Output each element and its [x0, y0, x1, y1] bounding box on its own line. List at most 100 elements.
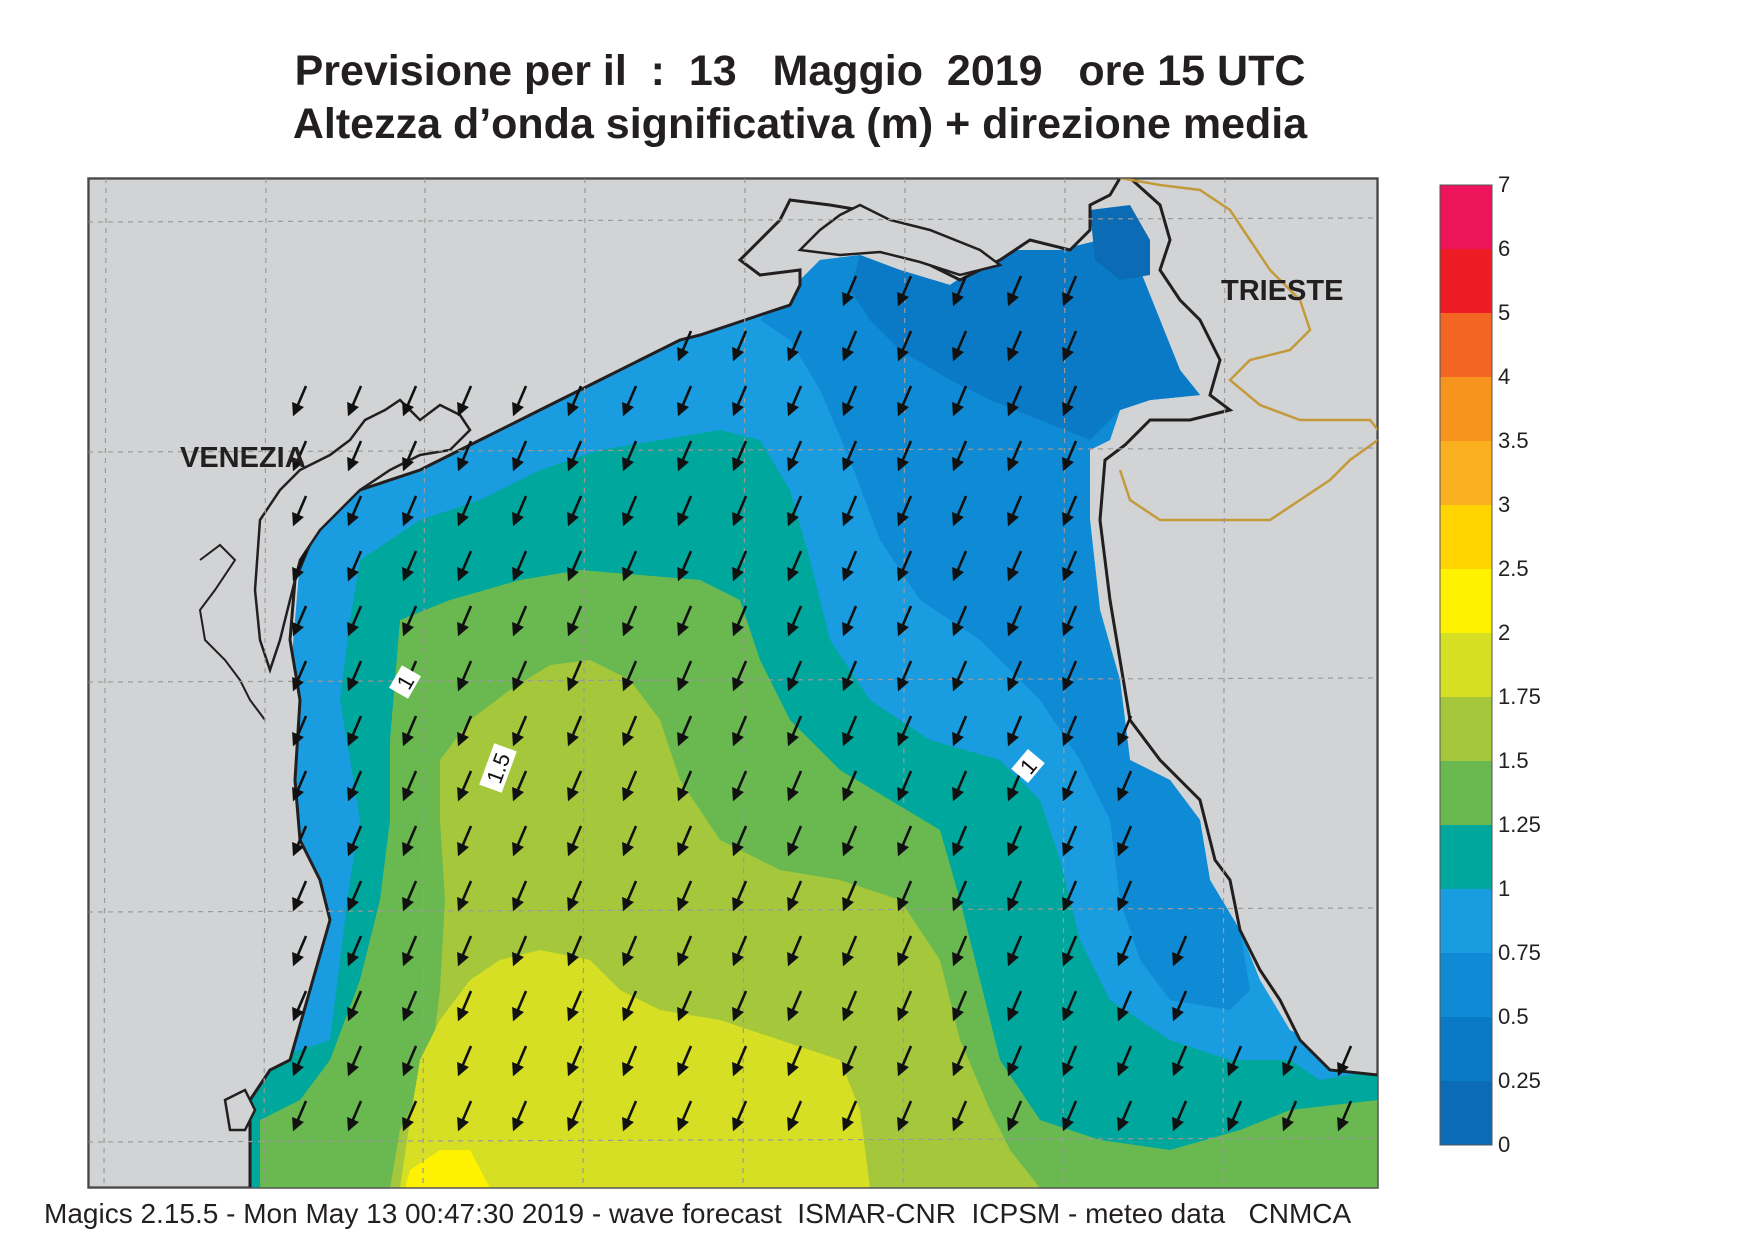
- wave-direction-arrow: [787, 550, 803, 582]
- wave-direction-arrow: [1117, 990, 1133, 1022]
- wave-direction-arrow: [897, 550, 913, 582]
- wave-direction-arrow: [732, 385, 748, 417]
- wave-direction-arrow: [1062, 1045, 1078, 1077]
- colorbar-tick-label: 6: [1498, 236, 1510, 261]
- wave-direction-arrow: [842, 1045, 858, 1077]
- colorbar-swatch: [1440, 185, 1492, 249]
- wave-direction-arrow: [732, 495, 748, 527]
- wave-direction-arrow: [512, 605, 528, 637]
- sea-band-0-0.25: [1090, 205, 1150, 280]
- wave-direction-arrow: [292, 550, 308, 582]
- wave-direction-arrow: [787, 1045, 803, 1077]
- colorbar-swatch: [1440, 1081, 1492, 1145]
- wave-direction-arrow: [402, 880, 418, 912]
- wave-direction-arrow: [567, 550, 583, 582]
- wave-direction-arrow: [842, 880, 858, 912]
- wave-direction-arrow: [897, 935, 913, 967]
- wave-direction-arrow: [1062, 495, 1078, 527]
- wave-direction-arrow: [1117, 715, 1133, 747]
- wave-direction-arrow: [402, 935, 418, 967]
- wave-direction-arrow: [677, 330, 693, 362]
- wave-direction-arrow: [732, 1045, 748, 1077]
- wave-direction-arrow: [787, 330, 803, 362]
- wave-direction-arrow: [952, 935, 968, 967]
- colorbar-tick-label: 0: [1498, 1132, 1510, 1157]
- wave-direction-arrow: [1062, 1100, 1078, 1132]
- colorbar-tick-label: 0.5: [1498, 1004, 1529, 1029]
- colorbar-tick-label: 7: [1498, 172, 1510, 197]
- wave-direction-arrow: [842, 385, 858, 417]
- wave-direction-arrow: [402, 990, 418, 1022]
- wave-direction-arrow: [787, 880, 803, 912]
- wave-direction-arrow: [1062, 770, 1078, 802]
- wave-direction-arrow: [292, 770, 308, 802]
- wave-direction-arrow: [952, 880, 968, 912]
- wave-direction-arrow: [457, 660, 473, 692]
- wave-direction-arrow: [622, 935, 638, 967]
- colorbar-swatch: [1440, 633, 1492, 697]
- colorbar-swatch: [1440, 953, 1492, 1017]
- wave-direction-arrow: [842, 1100, 858, 1132]
- wave-direction-arrow: [347, 990, 363, 1022]
- wave-direction-arrow: [1117, 880, 1133, 912]
- wave-direction-arrow: [1007, 825, 1023, 857]
- wave-direction-arrow: [512, 880, 528, 912]
- wave-direction-arrow: [622, 495, 638, 527]
- wave-direction-arrow: [292, 1045, 308, 1077]
- wave-direction-arrow: [897, 1045, 913, 1077]
- wave-direction-arrow: [732, 880, 748, 912]
- wave-direction-arrow: [347, 550, 363, 582]
- wave-direction-arrow: [842, 660, 858, 692]
- wave-direction-arrow: [952, 770, 968, 802]
- wave-direction-arrow: [677, 1045, 693, 1077]
- wave-direction-arrow: [1007, 1045, 1023, 1077]
- wave-direction-arrow: [292, 495, 308, 527]
- wave-direction-arrow: [787, 385, 803, 417]
- wave-direction-arrow: [1007, 880, 1023, 912]
- wave-direction-arrow: [787, 495, 803, 527]
- wave-direction-arrow: [457, 770, 473, 802]
- wave-direction-arrow: [1007, 715, 1023, 747]
- wave-direction-arrow: [677, 1100, 693, 1132]
- wave-direction-arrow: [677, 385, 693, 417]
- wave-direction-arrow: [897, 275, 913, 307]
- wave-direction-arrow: [1007, 605, 1023, 637]
- wave-direction-arrow: [952, 660, 968, 692]
- wave-direction-arrow: [567, 715, 583, 747]
- wave-direction-arrow: [622, 1045, 638, 1077]
- colorbar-swatch: [1440, 889, 1492, 953]
- colorbar-swatch: [1440, 505, 1492, 569]
- wave-direction-arrow: [512, 770, 528, 802]
- land-istria: [1098, 178, 1378, 1077]
- wave-direction-arrow: [677, 715, 693, 747]
- wave-direction-arrow: [952, 990, 968, 1022]
- colorbar-swatch: [1440, 569, 1492, 633]
- wave-direction-arrow: [402, 440, 418, 472]
- wave-direction-arrow: [842, 770, 858, 802]
- wave-direction-arrow: [567, 825, 583, 857]
- footer-credit: Magics 2.15.5 - Mon May 13 00:47:30 2019…: [44, 1198, 1352, 1229]
- sea-band-2-2.5: [405, 1150, 490, 1188]
- wave-direction-arrow: [567, 935, 583, 967]
- place-label-venezia: VENEZIA: [180, 442, 306, 474]
- wave-direction-arrow: [1117, 825, 1133, 857]
- wave-direction-arrow: [842, 550, 858, 582]
- wave-direction-arrow: [677, 880, 693, 912]
- wave-direction-arrow: [897, 330, 913, 362]
- colorbar-swatch: [1440, 1017, 1492, 1081]
- wave-direction-arrow: [842, 990, 858, 1022]
- wave-direction-arrow: [292, 715, 308, 747]
- wave-direction-arrow: [787, 935, 803, 967]
- wave-direction-arrow: [457, 1045, 473, 1077]
- wave-direction-arrow: [677, 825, 693, 857]
- wave-direction-arrow: [512, 440, 528, 472]
- wave-direction-arrow: [1007, 440, 1023, 472]
- wave-direction-arrow: [1062, 385, 1078, 417]
- wave-direction-arrow: [457, 495, 473, 527]
- wave-direction-arrow: [787, 605, 803, 637]
- wave-direction-arrow: [622, 440, 638, 472]
- wave-direction-arrow: [1394, 1101, 1406, 1129]
- colorbar-tick-label: 1: [1498, 876, 1510, 901]
- wave-direction-arrow: [622, 660, 638, 692]
- wave-direction-arrow: [622, 990, 638, 1022]
